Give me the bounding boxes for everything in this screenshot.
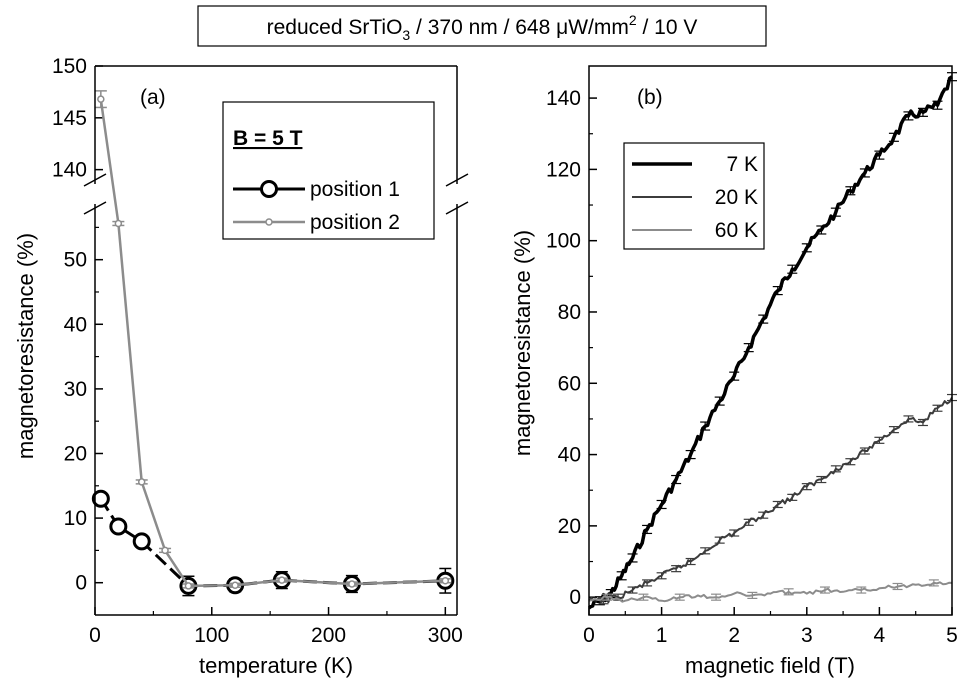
header-box bbox=[197, 5, 767, 47]
data-point-position-2 bbox=[161, 546, 169, 555]
panel-b-ylabel: magnetoresistance (%) bbox=[510, 230, 535, 456]
data-point-position-2 bbox=[441, 577, 450, 585]
panel-a: 0 100 200 300 0 10 20 30 40 50 140 145 150 (a) tempe… bbox=[13, 55, 469, 678]
legend-label-60k: 60 K bbox=[715, 219, 758, 242]
panel-b: 0 1 2 3 4 5 0 20 40 60 80 100 120 140 (b) magnetic fi… bbox=[510, 65, 958, 678]
panel-b-x-tick-label: 2 bbox=[728, 624, 740, 647]
panel-a-ticks: 0 100 200 300 0 10 20 30 40 50 140 145 150 bbox=[52, 55, 463, 647]
legend-label-position-2: position 2 bbox=[310, 211, 400, 234]
panel-b-y-tick-label: 100 bbox=[546, 230, 581, 253]
panel-b-y-tick-label: 80 bbox=[558, 301, 581, 324]
panel-a-y-tick-label: 20 bbox=[64, 442, 87, 465]
data-point-position-2 bbox=[114, 219, 123, 228]
data-point-position-2 bbox=[348, 580, 356, 588]
legend-marker-position-1 bbox=[260, 180, 278, 198]
panel-a-legend: B = 5 T position 1 position 2 bbox=[222, 101, 435, 240]
header: reduced SrTiO3 / 370 nm / 648 μW/mm2 / 1… bbox=[197, 5, 767, 47]
series-line-60k bbox=[588, 581, 953, 603]
axis-break-mark bbox=[83, 173, 107, 187]
panel-a-xlabel: temperature (K) bbox=[199, 653, 353, 678]
header-title: reduced SrTiO3 / 370 nm / 648 μW/mm2 / 1… bbox=[267, 12, 698, 43]
panel-a-frame bbox=[83, 65, 469, 616]
panel-a-y-tick-label: 50 bbox=[64, 249, 87, 272]
panel-a-x-tick-label: 200 bbox=[311, 624, 346, 647]
panel-a-y-tick-label: 145 bbox=[52, 107, 87, 130]
series-line-20k bbox=[588, 397, 953, 604]
panel-a-label: (a) bbox=[140, 86, 166, 109]
panel-b-x-tick-label: 4 bbox=[874, 624, 886, 647]
data-point-position-1 bbox=[91, 489, 110, 508]
panel-b-frame-rect bbox=[588, 65, 953, 616]
data-point-position-2 bbox=[184, 582, 193, 590]
data-point-position-2 bbox=[97, 95, 105, 103]
panel-b-x-tick-label: 5 bbox=[946, 624, 958, 647]
panel-b-x-tick-label: 0 bbox=[583, 624, 595, 647]
legend-label-position-1: position 1 bbox=[310, 178, 400, 201]
panel-a-y-tick-label: 30 bbox=[64, 378, 87, 401]
panel-b-xlabel: magnetic field (T) bbox=[685, 653, 855, 678]
panel-b-ticks: 0 1 2 3 4 5 0 20 40 60 80 100 120 140 bbox=[546, 87, 958, 647]
panel-a-y-tick-label: 140 bbox=[52, 159, 87, 182]
panel-b-series bbox=[587, 72, 957, 610]
panel-a-y-tick-label: 10 bbox=[64, 507, 87, 530]
panel-a-legend-box bbox=[222, 101, 435, 240]
axis-break-mark bbox=[445, 173, 469, 187]
panel-b-frame bbox=[588, 65, 953, 616]
axis-break-mark bbox=[445, 201, 469, 215]
panel-a-x-tick-label: 0 bbox=[89, 624, 101, 647]
panel-b-y-tick-label: 0 bbox=[569, 586, 581, 609]
panel-a-y-tick-label: 40 bbox=[64, 313, 87, 336]
axis-break-mark bbox=[83, 201, 107, 215]
panel-a-x-tick-label: 100 bbox=[194, 624, 229, 647]
panel-b-y-tick-label: 120 bbox=[546, 158, 581, 181]
panel-b-y-tick-label: 140 bbox=[546, 87, 581, 110]
data-point-position-2 bbox=[231, 581, 239, 590]
data-point-position-1 bbox=[109, 517, 128, 536]
panel-a-ylabel: magnetoresistance (%) bbox=[13, 233, 38, 459]
legend-label-7k: 7 K bbox=[726, 153, 758, 176]
panel-b-y-tick-label: 40 bbox=[558, 444, 581, 467]
data-point-position-2 bbox=[278, 576, 286, 584]
panel-b-legend: 7 K 20 K 60 K bbox=[623, 142, 765, 250]
panel-a-x-tick-label: 300 bbox=[428, 624, 463, 647]
panel-b-label: (b) bbox=[637, 86, 663, 109]
panel-a-legend-title: B = 5 T bbox=[233, 127, 303, 150]
legend-marker-position-2 bbox=[265, 218, 273, 226]
panel-b-x-tick-label: 1 bbox=[656, 624, 668, 647]
panel-b-y-tick-label: 60 bbox=[558, 372, 581, 395]
panel-a-y-tick-label: 150 bbox=[52, 55, 87, 78]
legend-label-20k: 20 K bbox=[715, 186, 758, 209]
panel-b-y-tick-label: 20 bbox=[558, 515, 581, 538]
data-point-position-1 bbox=[132, 532, 151, 551]
data-point-position-2 bbox=[137, 478, 146, 486]
panel-a-series bbox=[91, 90, 455, 597]
panel-a-y-tick-label: 0 bbox=[75, 572, 87, 595]
panel-b-x-tick-label: 3 bbox=[801, 624, 813, 647]
